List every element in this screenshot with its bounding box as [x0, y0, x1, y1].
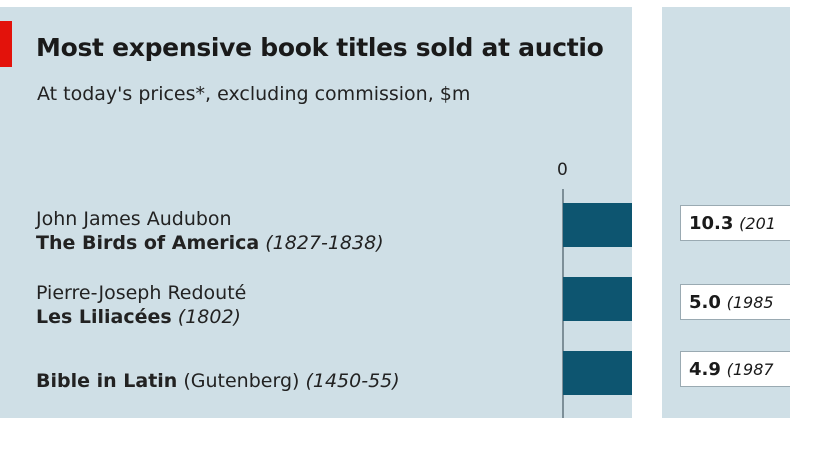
chart-panel: Most expensive book titles sold at aucti… [0, 7, 632, 418]
chart-subtitle: At today's prices*, excluding commission… [37, 83, 471, 105]
book-note: (Gutenberg) [183, 370, 300, 392]
book-years: (1450-55) [305, 370, 400, 392]
category-label: John James Audubon The Birds of America … [36, 207, 384, 255]
author-name: John James Audubon [36, 208, 232, 230]
bars-layer [563, 203, 632, 395]
sale-year-label: (1987 [726, 360, 774, 379]
book-years: (1827-1838) [265, 232, 384, 254]
sale-year-label: (1985 [726, 293, 774, 312]
value-box: 10.3 (201 [680, 205, 790, 241]
value-panel: 10.3 (201 5.0 (1985 4.9 (1987 [662, 7, 790, 418]
book-title: Les Liliacées [36, 306, 172, 328]
book-title: The Birds of America [36, 232, 260, 254]
bar [563, 351, 632, 395]
category-label: Bible in Latin (Gutenberg) (1450-55) [36, 369, 400, 393]
value-box: 5.0 (1985 [680, 284, 790, 320]
value-label: 10.3 [689, 213, 734, 234]
bar [563, 203, 632, 247]
author-name: Pierre-Joseph Redouté [36, 282, 247, 304]
axis-tick-label: 0 [557, 160, 568, 180]
sale-year-label: (201 [739, 214, 776, 233]
chart-title: Most expensive book titles sold at aucti… [36, 33, 604, 62]
red-tag [0, 21, 12, 67]
book-title: Bible in Latin [36, 370, 178, 392]
value-box: 4.9 (1987 [680, 351, 790, 387]
category-label: Pierre-Joseph Redouté Les Liliacées (180… [36, 281, 246, 329]
value-label: 5.0 [689, 292, 721, 313]
value-label: 4.9 [689, 359, 721, 380]
bar [563, 277, 632, 321]
book-years: (1802) [177, 306, 241, 328]
